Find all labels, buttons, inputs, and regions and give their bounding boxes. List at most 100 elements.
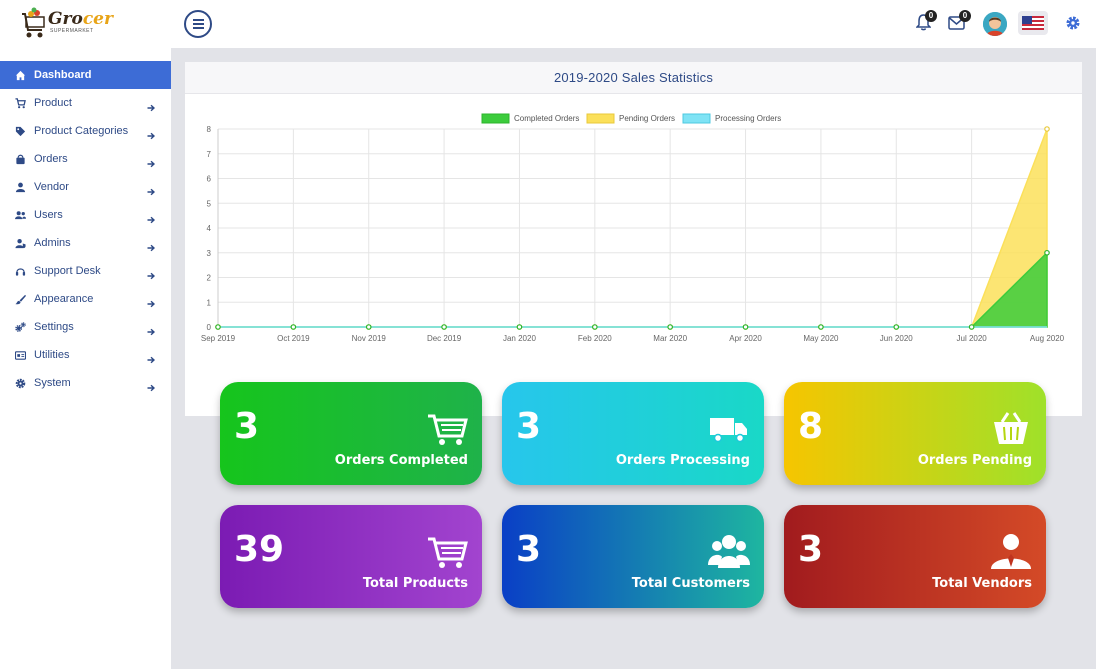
chevron-right-icon	[147, 127, 156, 140]
sidebar-item-label: Appearance	[34, 293, 94, 305]
brand-logo[interactable]: Grocer SUPERMARKET	[20, 6, 113, 42]
data-point	[968, 324, 975, 330]
sidebar-item-users[interactable]: Users	[0, 201, 171, 229]
messages-badge: 0	[959, 10, 971, 22]
x-tick-label: Feb 2020	[578, 334, 612, 343]
chevron-right-icon	[147, 295, 156, 308]
data-point	[742, 324, 749, 330]
x-tick-label: Sep 2019	[201, 334, 236, 343]
user-tie-icon	[990, 533, 1032, 569]
stat-card-orders-processing[interactable]: 3 Orders Processing	[502, 382, 764, 485]
stat-value: 3	[798, 529, 824, 570]
data-point	[592, 324, 598, 330]
x-tick-label: Jan 2020	[503, 334, 536, 343]
stat-label: Orders Completed	[334, 453, 468, 468]
stat-card-total-vendors[interactable]: 3 Total Vendors	[784, 505, 1046, 608]
y-tick-label: 6	[207, 175, 212, 184]
user-shield-icon	[15, 238, 26, 249]
stat-label: Orders Pending	[917, 453, 1032, 468]
messages-button[interactable]: 0	[948, 10, 971, 35]
basket-icon	[990, 410, 1032, 446]
sidebar-item-label: Settings	[34, 321, 74, 333]
chevron-right-icon	[147, 211, 156, 224]
sidebar-item-utilities[interactable]: Utilities	[0, 341, 171, 369]
basket-logo-icon	[22, 7, 45, 38]
legend-swatch	[586, 113, 615, 124]
series-area-completed-orders	[218, 250, 1048, 328]
sidebar: Dashboard Product Product Categories Orders…	[0, 48, 171, 669]
settings-button[interactable]	[1065, 15, 1081, 36]
cogs-icon	[15, 321, 26, 333]
headset-icon	[15, 266, 26, 277]
chevron-right-icon	[147, 267, 156, 280]
data-point	[215, 324, 221, 330]
data-point	[365, 324, 372, 330]
sidebar-item-orders[interactable]: Orders	[0, 145, 171, 173]
cart-icon	[15, 97, 26, 109]
hamburger-icon	[192, 23, 204, 25]
brand-name: Grocer	[48, 9, 113, 29]
sales-chart-card: 2019-2020 Sales Statistics 0 1 2 3 4 5 6 7 8 Sep …	[185, 62, 1082, 416]
sidebar-item-support-desk[interactable]: Support Desk	[0, 257, 171, 285]
sidebar-item-label: Product Categories	[34, 125, 129, 137]
sidebar-item-product[interactable]: Product	[0, 89, 171, 117]
data-point	[667, 324, 673, 330]
user-tie-icon	[15, 182, 26, 193]
data-point	[1044, 249, 1050, 256]
sidebar-item-settings[interactable]: Settings	[0, 313, 171, 341]
sidebar-item-dashboard[interactable]: Dashboard	[0, 61, 171, 89]
data-point	[516, 324, 523, 330]
sidebar-item-label: Product	[34, 97, 72, 109]
chevron-right-icon	[147, 323, 156, 336]
chevron-right-icon	[147, 379, 156, 392]
x-tick-label: Jun 2020	[880, 334, 913, 343]
stat-card-orders-pending[interactable]: 8 Orders Pending	[784, 382, 1046, 485]
sidebar-item-label: Users	[34, 209, 63, 221]
y-tick-label: 1	[207, 298, 212, 307]
sidebar-item-appearance[interactable]: Appearance	[0, 285, 171, 313]
data-point	[893, 324, 900, 330]
sidebar-item-system[interactable]: System	[0, 369, 171, 397]
us-flag-icon	[1022, 16, 1044, 30]
x-tick-label: Nov 2019	[352, 334, 387, 343]
sidebar-item-admins[interactable]: Admins	[0, 229, 171, 257]
sidebar-item-label: Orders	[34, 153, 68, 165]
tags-icon	[15, 126, 26, 137]
notifications-badge: 0	[925, 10, 937, 22]
truck-icon	[708, 410, 750, 446]
data-point	[1044, 126, 1050, 132]
y-tick-label: 0	[207, 323, 212, 332]
sidebar-item-label: Utilities	[34, 349, 70, 361]
stat-card-orders-completed[interactable]: 3 Orders Completed	[220, 382, 482, 485]
sidebar-item-product-categories[interactable]: Product Categories	[0, 117, 171, 145]
notifications-button[interactable]: 0	[915, 10, 937, 36]
avatar-image	[983, 12, 1007, 36]
legend-label: Pending Orders	[619, 114, 675, 123]
data-point	[818, 324, 824, 330]
sidebar-item-vendor[interactable]: Vendor	[0, 173, 171, 201]
y-tick-label: 3	[207, 249, 212, 258]
data-point	[290, 324, 297, 330]
stat-value: 3	[516, 406, 542, 447]
gear-icon	[15, 378, 26, 389]
x-tick-label: Aug 2020	[1030, 334, 1065, 343]
x-tick-label: May 2020	[803, 334, 839, 343]
chevron-right-icon	[147, 351, 156, 364]
sales-chart: 0 1 2 3 4 5 6 7 8 Sep 2019 Oct 2019 Nov 2019 Dec 201…	[201, 113, 1065, 343]
language-selector[interactable]	[1018, 11, 1048, 35]
x-tick-label: Apr 2020	[729, 334, 762, 343]
data-point	[441, 324, 447, 330]
sidebar-item-label: System	[34, 377, 71, 389]
x-tick-label: Oct 2019	[277, 334, 310, 343]
user-avatar[interactable]	[983, 12, 1007, 36]
stat-label: Total Vendors	[932, 576, 1032, 591]
x-tick-label: Mar 2020	[653, 334, 687, 343]
stat-value: 3	[516, 529, 542, 570]
chart-title: 2019-2020 Sales Statistics	[185, 62, 1082, 94]
users-icon	[15, 210, 26, 221]
y-tick-label: 2	[207, 274, 212, 283]
sidebar-item-label: Admins	[34, 237, 71, 249]
sidebar-toggle-button[interactable]	[184, 10, 212, 38]
stat-card-total-products[interactable]: 39 Total Products	[220, 505, 482, 608]
stat-card-total-customers[interactable]: 3 Total Customers	[502, 505, 764, 608]
